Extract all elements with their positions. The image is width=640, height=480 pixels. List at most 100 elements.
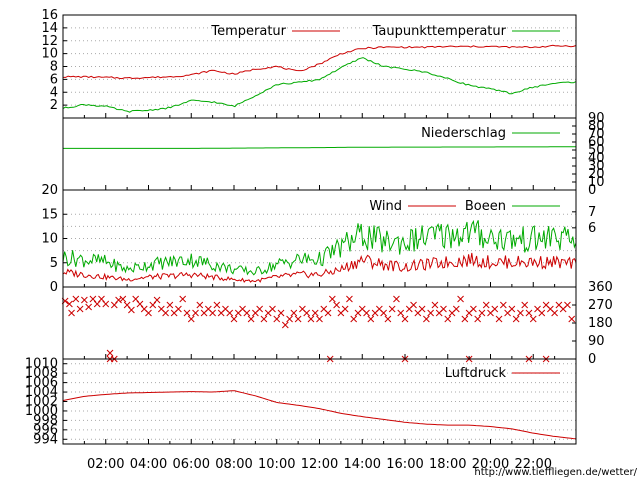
wind-direction-point bbox=[410, 301, 417, 309]
wind-direction-point bbox=[66, 300, 73, 308]
temperature-ytick-label: 6 bbox=[50, 72, 58, 87]
precipitation-ytick-right-label: 30 bbox=[588, 159, 605, 174]
wind-direction-point bbox=[333, 301, 340, 309]
wind-direction-point bbox=[512, 315, 520, 323]
wind-ytick-label: 20 bbox=[41, 183, 58, 198]
pressure-ytick-label: 1010 bbox=[25, 357, 58, 372]
wind-direction-point bbox=[380, 309, 387, 317]
wind-direction-point bbox=[401, 315, 409, 323]
wind-direction-point bbox=[551, 309, 558, 317]
wind-ytick-label: 5 bbox=[50, 256, 58, 271]
wind-direction-point bbox=[482, 301, 490, 309]
legend-taupunkt-label: Taupunkttemperatur bbox=[372, 24, 507, 39]
legend-luftdruck-label: Luftdruck bbox=[445, 366, 507, 381]
wind-direction-point bbox=[89, 295, 97, 303]
pressure-ytick-label: 996 bbox=[33, 423, 58, 438]
x-tick-label: 18:00 bbox=[429, 457, 466, 472]
wind-direction-point bbox=[102, 300, 110, 308]
temperature-ytick-label: 16 bbox=[41, 8, 58, 23]
precipitation-ytick-right-label: 0 bbox=[588, 183, 596, 198]
precipitation-ytick-right-label: 10 bbox=[588, 175, 605, 190]
wind-direction-point bbox=[346, 295, 353, 303]
wind-direction-point bbox=[328, 295, 336, 303]
wind-direction-point bbox=[341, 305, 349, 313]
wind-direction-point bbox=[273, 315, 281, 323]
precipitation-ytick-right-label: 90 bbox=[588, 111, 605, 126]
wind-direction-point bbox=[110, 301, 118, 309]
x-tick-label: 10:00 bbox=[258, 457, 295, 472]
wind-direction-point bbox=[384, 315, 392, 323]
series-taupunkttemperatur-line bbox=[62, 57, 577, 113]
wind-direction-point bbox=[281, 321, 289, 329]
wind-direction-point bbox=[187, 315, 195, 323]
wind-direction-point bbox=[457, 295, 464, 303]
wind-direction-point bbox=[230, 315, 238, 323]
x-tick-label: 12:00 bbox=[301, 457, 338, 472]
wind-direction-ytick-right-label: 0 bbox=[588, 352, 596, 367]
wind-direction-point bbox=[213, 301, 221, 309]
series-temperatur-line bbox=[63, 44, 577, 80]
wind-direction-point bbox=[226, 309, 234, 317]
x-tick-label: 08:00 bbox=[215, 457, 252, 472]
wind-ytick-label: 0 bbox=[50, 280, 58, 295]
wind-direction-point bbox=[72, 295, 80, 303]
legend-boeen-label: Boeen bbox=[465, 199, 506, 214]
wind-direction-point bbox=[388, 305, 396, 313]
wind-direction-point bbox=[192, 309, 199, 317]
temperature-legend: Temperatur Taupunkttemperatur bbox=[210, 24, 560, 39]
wind-direction-ytick-right-label: 90 bbox=[588, 334, 605, 349]
wind-direction-point bbox=[179, 295, 187, 303]
wind-ytick-right-label: 6 bbox=[588, 221, 596, 236]
precipitation-ytick-right-label: 40 bbox=[588, 151, 605, 166]
wind-panel: 0 5 10 15 20 67 bbox=[41, 183, 596, 295]
wind-direction-ytick-right-label: 360 bbox=[588, 280, 613, 295]
wind-direction-ytick-right-label: 180 bbox=[588, 316, 613, 331]
legend-wind-label: Wind bbox=[369, 199, 402, 214]
wind-ytick-label: 15 bbox=[41, 207, 58, 222]
pressure-ytick-label: 1004 bbox=[25, 385, 58, 400]
wind-direction-point bbox=[470, 305, 477, 313]
wind-direction-point bbox=[136, 300, 144, 308]
wind-direction-point bbox=[525, 309, 533, 317]
legend-niederschlag-label: Niederschlag bbox=[421, 126, 506, 141]
wind-direction-point bbox=[427, 309, 435, 317]
wind-direction-point bbox=[128, 306, 135, 314]
wind-direction-point bbox=[307, 315, 315, 323]
series-niederschlag-line bbox=[63, 146, 576, 149]
wind-direction-point bbox=[478, 309, 486, 317]
temperature-ytick-label: 2 bbox=[50, 98, 58, 113]
wind-direction-point bbox=[162, 309, 169, 317]
wind-direction-point bbox=[183, 309, 191, 317]
wind-direction-point bbox=[499, 301, 507, 309]
series-luftdruck-line bbox=[62, 390, 577, 440]
wind-direction-frame bbox=[62, 286, 577, 360]
x-tick-label: 14:00 bbox=[344, 457, 381, 472]
wind-direction-point bbox=[521, 301, 529, 309]
pressure-ytick-label: 1002 bbox=[25, 395, 58, 410]
pressure-ytick-label: 1008 bbox=[25, 366, 58, 381]
wind-direction-point bbox=[324, 309, 332, 317]
pressure-ytick-label: 1000 bbox=[25, 404, 58, 419]
temperature-ytick-label: 4 bbox=[50, 85, 58, 100]
wind-direction-point bbox=[568, 315, 576, 323]
wind-direction-point bbox=[175, 305, 182, 313]
temperature-ytick-label: 12 bbox=[41, 34, 58, 49]
wind-direction-point bbox=[256, 305, 264, 313]
wind-direction-point bbox=[106, 349, 114, 357]
wind-direction-point bbox=[294, 315, 302, 323]
x-tick-label: 02:00 bbox=[87, 457, 124, 472]
wind-direction-point bbox=[367, 315, 375, 323]
wind-direction-point bbox=[316, 315, 323, 323]
precipitation-ytick-right-label: 80 bbox=[588, 119, 605, 134]
wind-direction-point bbox=[495, 315, 503, 323]
series-boeen-line bbox=[62, 219, 577, 276]
wind-direction-point bbox=[290, 309, 298, 317]
precipitation-ytick-right-label: 70 bbox=[588, 127, 605, 142]
x-tick-label: 20:00 bbox=[472, 457, 509, 472]
wind-direction-point bbox=[440, 305, 447, 313]
wind-direction-point bbox=[538, 309, 546, 317]
footer-url: http://www.tieffliegen.de/wetter/ bbox=[474, 467, 637, 478]
wind-direction-point bbox=[153, 296, 161, 304]
wind-ytick-label: 10 bbox=[41, 232, 58, 247]
wind-direction-point bbox=[132, 295, 140, 303]
